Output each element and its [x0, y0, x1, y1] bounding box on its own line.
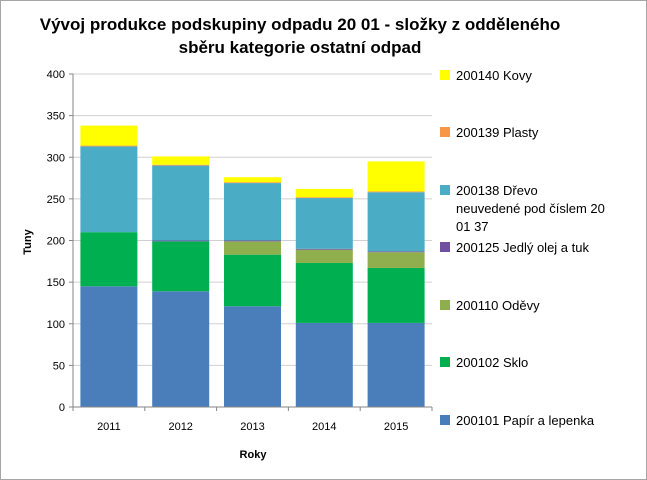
bar-segment [152, 291, 210, 407]
legend: 200140 Kovy 200139 Plasty 200138 Dřevo neuv… [440, 68, 605, 428]
y-tick-label: 100 [47, 319, 65, 331]
bar-segment [224, 177, 281, 183]
bar-segment [295, 249, 353, 263]
x-tick-label: 2012 [168, 421, 192, 433]
legend-label: 01 37 [456, 219, 489, 234]
bar-segment [152, 240, 210, 242]
legend-swatch [440, 127, 450, 137]
bar-segment [367, 161, 425, 192]
bar-segment [80, 232, 138, 287]
legend-item: 200125 Jedlý olej a tuk [440, 240, 589, 255]
x-tick-label: 2015 [384, 421, 408, 433]
bar-segment [367, 267, 425, 323]
bar-segment [152, 165, 210, 241]
bar-segment [224, 306, 281, 407]
y-tick-label: 300 [47, 152, 65, 164]
x-tick-label: 2014 [312, 421, 336, 433]
x-tick-label: 2013 [240, 421, 264, 433]
bar-segment [295, 248, 353, 250]
bar-segment [80, 125, 138, 146]
legend-item: 200140 Kovy [440, 68, 532, 83]
bar-segment [80, 286, 138, 407]
y-tick-label: 200 [47, 236, 65, 248]
bar-segment [152, 164, 210, 166]
legend-label: 200110 Oděvy [456, 298, 540, 313]
legend-swatch [440, 242, 450, 252]
x-tick-label: 2011 [97, 421, 121, 433]
legend-item: 200102 Sklo [440, 355, 528, 370]
bar-segment [224, 254, 281, 307]
legend-swatch [440, 415, 450, 425]
legend-swatch [440, 357, 450, 367]
chart-title-line-1: Vývoj produkce podskupiny odpadu 20 01 -… [40, 15, 561, 34]
bar-segment [295, 197, 353, 199]
legend-label: 200102 Sklo [456, 355, 528, 370]
legend-item: 200110 Oděvy [440, 298, 540, 313]
y-tick-label: 50 [53, 360, 65, 372]
y-tick-label: 350 [47, 111, 65, 123]
legend-label: 200140 Kovy [456, 68, 532, 83]
bar-segment [224, 183, 281, 241]
y-tick-label: 250 [47, 194, 65, 206]
y-tick-label: 150 [47, 277, 65, 289]
legend-label: 200125 Jedlý olej a tuk [456, 240, 589, 255]
bar-segment [367, 192, 425, 252]
bar-segment [80, 145, 138, 147]
bar-segment [224, 240, 281, 242]
bars [80, 125, 425, 407]
bar-segment [152, 156, 210, 165]
y-axis-title: Tuny [22, 228, 34, 254]
y-tick-label: 400 [47, 69, 65, 81]
legend-swatch [440, 70, 450, 80]
bar-segment [152, 241, 210, 292]
bar-segment [224, 182, 281, 184]
bar-segment [367, 322, 425, 407]
bar-segment [367, 191, 425, 193]
legend-item: 200138 Dřevo neuvedené pod číslem 20 01 37 [440, 183, 605, 234]
bar-segment [224, 241, 281, 255]
legend-swatch [440, 300, 450, 310]
bar-segment [295, 198, 353, 249]
legend-item: 200139 Plasty [440, 125, 539, 140]
legend-swatch [440, 185, 450, 195]
legend-label: 200139 Plasty [456, 125, 539, 140]
bar-segment [295, 188, 353, 198]
legend-item: 200101 Papír a lepenka [440, 413, 595, 428]
bar-segment [80, 146, 138, 233]
axes [69, 73, 433, 411]
bar-segment [367, 252, 425, 268]
legend-label: 200138 Dřevo [456, 183, 538, 198]
bar-segment [295, 262, 353, 323]
chart-title-line-2: sběru kategorie ostatní odpad [179, 38, 422, 57]
y-tick-label: 0 [59, 402, 65, 414]
legend-label: 200101 Papír a lepenka [456, 413, 595, 428]
tick-labels: 0 50 100 150 200 250 300 350 400 2011 2012 2013 2014… [47, 69, 409, 433]
legend-label: neuvedené pod číslem 20 [456, 201, 605, 216]
x-axis-title: Roky [240, 449, 268, 461]
bar-segment [295, 322, 353, 407]
bar-segment [367, 251, 425, 253]
